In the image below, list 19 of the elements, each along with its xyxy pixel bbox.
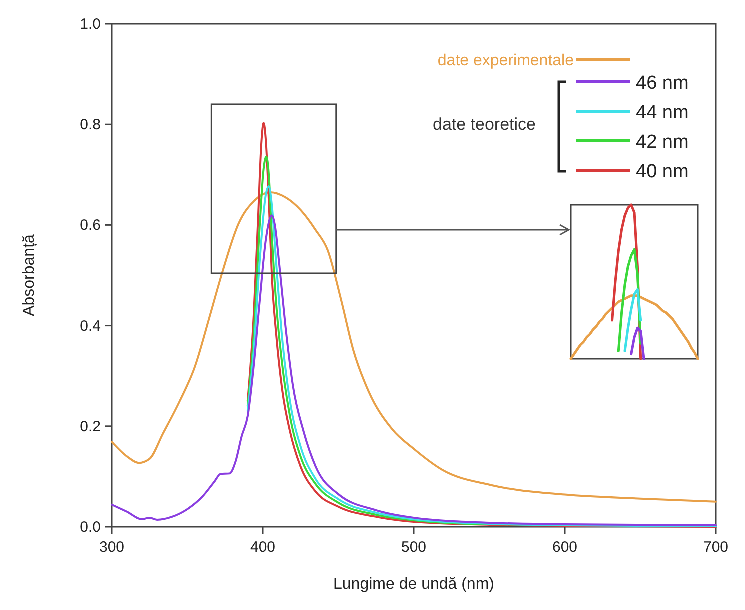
legend-title: date teoretice: [432, 115, 536, 134]
text: date experimentale: [438, 52, 574, 70]
legend-label: 44 nm: [636, 102, 689, 124]
y-tick-label: 0.4: [80, 318, 101, 335]
y-tick-label: 0.6: [80, 217, 101, 234]
legend-label: 46 nm: [636, 73, 689, 94]
x-axis-title: Lungime de undă (nm): [334, 576, 494, 593]
x-tick-label: 300: [99, 539, 125, 556]
x-tick-label: 700: [703, 539, 729, 556]
y-tick-label: 0.8: [80, 116, 101, 134]
y-tick-label: 1.0: [80, 16, 101, 33]
legend-label: 40 nm: [636, 162, 689, 182]
y-tick-label: 0.2: [80, 418, 101, 436]
x-tick-label: 600: [552, 539, 578, 556]
y-axis-title: Absorbanță: [21, 234, 38, 316]
legend-label: 42 nm: [636, 132, 689, 153]
x-tick-label: 500: [401, 539, 427, 556]
x-tick-label: 400: [250, 539, 276, 556]
y-tick-label: 0.0: [80, 519, 101, 536]
